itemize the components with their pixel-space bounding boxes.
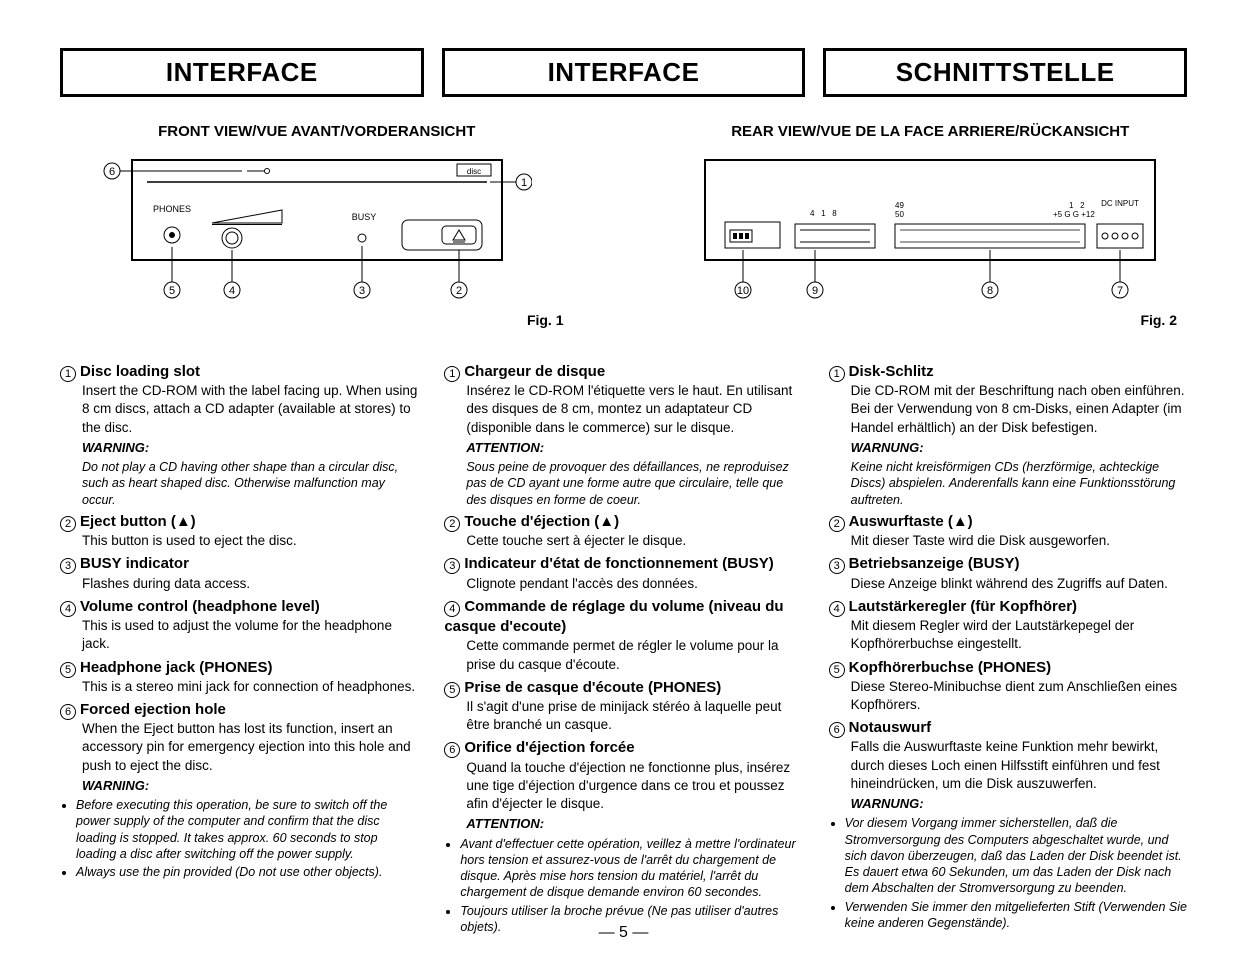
header-col3: SCHNITTSTELLE [823, 48, 1187, 97]
item-c3-body: Diese Anzeige blinkt während des Zugriff… [829, 575, 1187, 593]
svg-text:4 1 8: 4 1 8 [810, 209, 837, 218]
item-c4-body: Mit diesem Regler wird der Lautstärkepeg… [829, 617, 1187, 653]
rear-view-block: REAR VIEW/VUE DE LA FACE ARRIERE/RÜCKANS… [674, 123, 1188, 328]
item-a6-bullets: Before executing this operation, be sure… [60, 797, 418, 880]
header-row: INTERFACE INTERFACE SCHNITTSTELLE [60, 48, 1187, 97]
phones-label: PHONES [153, 204, 191, 214]
column-french: 1Chargeur de disque Insérez le CD-ROM l'… [444, 358, 802, 937]
item-a1-title: 1Disc loading slot [60, 362, 418, 382]
diagram-row: FRONT VIEW/VUE AVANT/VORDERANSICHT disc … [60, 123, 1187, 328]
svg-text:4: 4 [229, 285, 235, 297]
svg-text:8: 8 [987, 285, 993, 297]
item-c4-title: 4Lautstärkeregler (für Kopfhörer) [829, 597, 1187, 617]
svg-text:50: 50 [895, 210, 904, 219]
item-b5-title: 5Prise de casque d'écoute (PHONES) [444, 678, 802, 698]
item-b6-bullets: Avant d'effectuer cette opération, veill… [444, 836, 802, 936]
svg-text:1 2: 1 2 [1069, 201, 1085, 210]
svg-text:9: 9 [812, 285, 818, 297]
item-a6-title: 6Forced ejection hole [60, 700, 418, 720]
item-a3-title: 3BUSY indicator [60, 554, 418, 574]
header-col2: INTERFACE [442, 48, 806, 97]
svg-text:+5 G G +12: +5 G G +12 [1053, 210, 1095, 219]
column-english: 1Disc loading slot Insert the CD-ROM wit… [60, 358, 418, 937]
item-b4-title: 4Commande de réglage du volume (niveau d… [444, 597, 802, 638]
page-number: — 5 — [0, 924, 1247, 942]
front-view-block: FRONT VIEW/VUE AVANT/VORDERANSICHT disc … [60, 123, 574, 328]
item-a3-body: Flashes during data access. [60, 575, 418, 593]
item-b4-body: Cette commande permet de régler le volum… [444, 637, 802, 673]
rear-view-title: REAR VIEW/VUE DE LA FACE ARRIERE/RÜCKANS… [674, 123, 1188, 140]
item-c5-title: 5Kopfhörerbuchse (PHONES) [829, 658, 1187, 678]
fig2-label: Fig. 2 [674, 312, 1188, 328]
item-c1-warn: Keine nicht kreisförmigen CDs (herzförmi… [829, 459, 1187, 508]
header-col1: INTERFACE [60, 48, 424, 97]
item-b3-title: 3Indicateur d'état de fonctionnement (BU… [444, 554, 802, 574]
item-b2-title: 2Touche d'éjection (▲) [444, 512, 802, 532]
item-c1-warn-label: WARNUNG: [851, 440, 924, 455]
front-view-title: FRONT VIEW/VUE AVANT/VORDERANSICHT [60, 123, 574, 140]
item-b1-title: 1Chargeur de disque [444, 362, 802, 382]
item-b5-body: Il s'agit d'une prise de minijack stéréo… [444, 698, 802, 734]
item-a6-warn-label: WARNING: [82, 778, 149, 793]
item-c2-body: Mit dieser Taste wird die Disk ausgeworf… [829, 532, 1187, 550]
item-a4-title: 4Volume control (headphone level) [60, 597, 418, 617]
rear-view-diagram: 4 1 8 49 50 1 2 +5 G G +12 DC INPUT 10 9… [695, 150, 1165, 310]
item-b1-warn: Sous peine de provoquer des défaillances… [444, 459, 802, 508]
column-german: 1Disk-Schlitz Die CD-ROM mit der Beschri… [829, 358, 1187, 937]
item-b6-title: 6Orifice d'éjection forcée [444, 738, 802, 758]
fig1-label: Fig. 1 [60, 312, 574, 328]
item-a1-warn-label: WARNING: [82, 440, 149, 455]
item-c6-body: Falls die Auswurftaste keine Funktion me… [829, 738, 1187, 793]
item-b1-body: Insérez le CD-ROM l'étiquette vers le ha… [444, 382, 802, 437]
item-a6-body: When the Eject button has lost its funct… [60, 720, 418, 775]
item-c1-title: 1Disk-Schlitz [829, 362, 1187, 382]
svg-text:5: 5 [169, 285, 175, 297]
item-c6-warn-label: WARNUNG: [851, 796, 924, 811]
item-b6-body: Quand la touche d'éjection ne fonctionne… [444, 759, 802, 814]
item-a4-body: This is used to adjust the volume for th… [60, 617, 418, 653]
item-c3-title: 3Betriebsanzeige (BUSY) [829, 554, 1187, 574]
item-a5-title: 5Headphone jack (PHONES) [60, 658, 418, 678]
front-view-diagram: disc PHONES BUSY [102, 150, 532, 310]
item-c2-title: 2Auswurftaste (▲) [829, 512, 1187, 532]
item-c6-bullets: Vor diesem Vorgang immer sicherstellen, … [829, 815, 1187, 931]
item-b3-body: Clignote pendant l'accès des données. [444, 575, 802, 593]
item-a1-warn: Do not play a CD having other shape than… [60, 459, 418, 508]
text-columns: 1Disc loading slot Insert the CD-ROM wit… [60, 358, 1187, 937]
svg-text:1: 1 [521, 177, 527, 189]
svg-text:2: 2 [456, 285, 462, 297]
item-c6-title: 6Notauswurf [829, 718, 1187, 738]
svg-text:6: 6 [109, 166, 115, 178]
item-a2-body: This button is used to eject the disc. [60, 532, 418, 550]
item-c5-body: Diese Stereo-Minibuchse dient zum Anschl… [829, 678, 1187, 714]
svg-text:DC INPUT: DC INPUT [1101, 199, 1139, 208]
svg-text:49: 49 [895, 201, 904, 210]
svg-text:disc: disc [467, 167, 481, 176]
item-a1-body: Insert the CD-ROM with the label facing … [60, 382, 418, 437]
item-b2-body: Cette touche sert à éjecter le disque. [444, 532, 802, 550]
item-b1-warn-label: ATTENTION: [466, 440, 544, 455]
item-c1-body: Die CD-ROM mit der Beschriftung nach obe… [829, 382, 1187, 437]
svg-text:3: 3 [359, 285, 365, 297]
item-a2-title: 2Eject button (▲) [60, 512, 418, 532]
busy-label: BUSY [351, 212, 376, 222]
svg-text:10: 10 [737, 285, 749, 297]
svg-text:7: 7 [1117, 285, 1123, 297]
item-a5-body: This is a stereo mini jack for connectio… [60, 678, 418, 696]
item-b6-warn-label: ATTENTION: [466, 816, 544, 831]
